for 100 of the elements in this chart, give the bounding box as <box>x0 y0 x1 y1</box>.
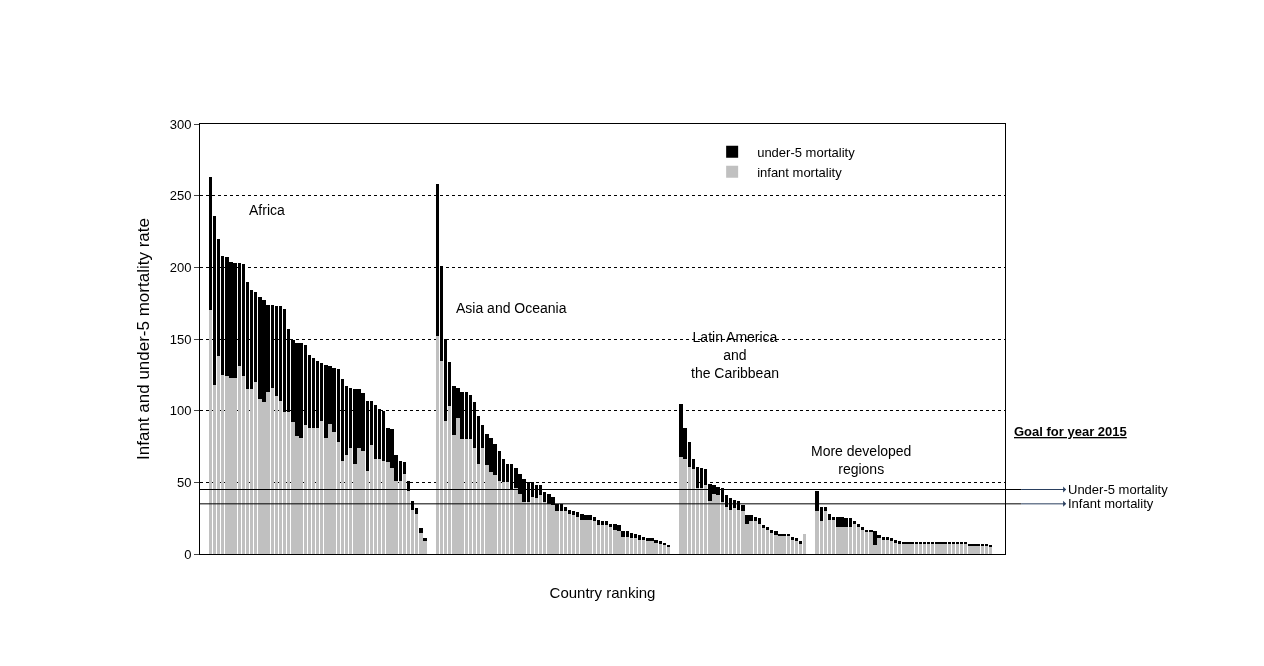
bar <box>902 544 906 554</box>
annotation: More developed regions <box>811 443 912 478</box>
bar <box>692 469 695 554</box>
bar <box>597 520 600 525</box>
bar <box>935 544 939 554</box>
bar <box>580 520 584 554</box>
bar <box>638 535 641 540</box>
text: Goal for year 2015 <box>1014 424 1127 439</box>
bar <box>613 524 617 530</box>
y-tick-label: 50 <box>176 474 192 490</box>
bar <box>782 535 786 554</box>
bar <box>795 538 798 541</box>
bar <box>654 543 658 554</box>
bar <box>324 365 328 438</box>
bar <box>919 544 922 554</box>
bar <box>667 547 670 554</box>
bar <box>952 544 955 554</box>
bar <box>601 525 604 554</box>
bar <box>758 518 761 524</box>
bar <box>378 459 381 554</box>
bar <box>531 497 534 554</box>
annotation: Africa <box>249 202 285 218</box>
ref-line-label: Infant mortality <box>1068 496 1154 511</box>
bar <box>403 474 406 554</box>
bar <box>646 541 650 554</box>
bar <box>613 530 617 554</box>
bar <box>634 538 637 554</box>
bar <box>568 510 571 514</box>
bar <box>535 498 538 554</box>
bar <box>803 534 806 554</box>
bar <box>762 525 765 528</box>
bar <box>766 527 769 530</box>
bar <box>514 488 518 554</box>
bar <box>568 514 571 554</box>
bar <box>539 495 542 554</box>
bar <box>857 527 860 554</box>
bar <box>638 540 641 554</box>
y-tick-label: 200 <box>169 259 192 275</box>
bar <box>634 534 637 538</box>
bar <box>886 540 889 554</box>
bar <box>597 525 600 554</box>
bar <box>436 336 439 554</box>
bar <box>700 488 703 554</box>
bar <box>886 537 889 540</box>
bar <box>894 543 897 554</box>
bar <box>762 528 765 554</box>
bar <box>853 521 856 524</box>
bar <box>890 538 893 541</box>
bar <box>266 392 270 554</box>
bar <box>927 544 930 554</box>
y-tick-label: 150 <box>169 331 192 347</box>
bar <box>547 504 551 554</box>
bar <box>312 428 315 554</box>
bar <box>374 405 377 459</box>
bar <box>956 544 959 554</box>
bar <box>386 462 390 554</box>
bar <box>861 527 864 530</box>
bar <box>506 482 509 554</box>
bar <box>749 521 753 554</box>
bar <box>836 517 840 527</box>
bar <box>774 531 778 535</box>
bar <box>960 544 963 554</box>
bar <box>791 540 794 554</box>
bar <box>716 495 720 554</box>
bar <box>572 511 575 515</box>
y-tick-label: 100 <box>169 403 192 419</box>
bar <box>361 451 365 554</box>
bar <box>853 524 856 554</box>
bar <box>617 531 621 554</box>
bar <box>741 511 745 554</box>
bar <box>873 531 877 545</box>
x-axis-title: Country ranking <box>549 583 656 601</box>
bar <box>791 537 794 540</box>
bar <box>225 376 229 554</box>
ref-line-label: Under-5 mortality <box>1068 482 1169 497</box>
bar <box>745 515 749 524</box>
y-tick-label: 250 <box>169 188 192 204</box>
bar <box>419 528 423 533</box>
bar <box>502 482 505 554</box>
bar <box>824 511 827 554</box>
bar <box>844 527 848 554</box>
bar <box>663 545 666 554</box>
bar <box>795 541 798 554</box>
bar <box>605 525 608 554</box>
bar <box>630 538 633 554</box>
bar <box>869 531 873 554</box>
bar <box>650 538 654 541</box>
bar <box>572 515 575 554</box>
bar <box>877 538 881 554</box>
bar <box>861 530 864 554</box>
bar <box>815 511 819 554</box>
bar <box>683 459 687 554</box>
bar <box>989 547 992 554</box>
bar <box>654 540 658 543</box>
bar <box>588 520 592 554</box>
bar <box>857 524 860 527</box>
bar <box>489 438 493 472</box>
bar <box>469 439 472 554</box>
bar <box>605 521 608 525</box>
legend-label: infant mortality <box>757 164 843 180</box>
